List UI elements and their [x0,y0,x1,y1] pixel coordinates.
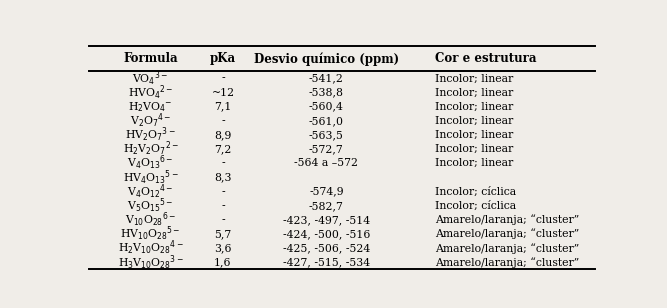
Text: Formula: Formula [123,52,178,65]
Text: Amarelo/laranja; “cluster”: Amarelo/laranja; “cluster” [435,257,579,268]
Text: V$_5$O$_{15}$$^{5-}$: V$_5$O$_{15}$$^{5-}$ [127,197,173,215]
Text: ~12: ~12 [211,87,235,98]
Text: Incolor; linear: Incolor; linear [435,73,513,83]
Text: -425, -506, -524: -425, -506, -524 [283,243,370,253]
Text: Cor e estrutura: Cor e estrutura [435,52,536,65]
Text: 1,6: 1,6 [214,257,231,267]
Text: Incolor; linear: Incolor; linear [435,116,513,126]
Text: HV$_4$O$_{13}$$^{5-}$: HV$_4$O$_{13}$$^{5-}$ [123,168,178,187]
Text: H$_2$V$_{10}$O$_{28}$$^{4-}$: H$_2$V$_{10}$O$_{28}$$^{4-}$ [117,239,183,257]
Text: Incolor; linear: Incolor; linear [435,144,513,154]
Text: -541,2: -541,2 [309,73,344,83]
Text: Amarelo/laranja; “cluster”: Amarelo/laranja; “cluster” [435,243,579,253]
Text: 3,6: 3,6 [214,243,231,253]
Text: -538,8: -538,8 [309,87,344,98]
Text: H$_2$V$_2$O$_7$$^{2-}$: H$_2$V$_2$O$_7$$^{2-}$ [123,140,179,158]
Text: Incolor; linear: Incolor; linear [435,130,513,140]
Text: Incolor; cíclica: Incolor; cíclica [435,187,516,197]
Text: -: - [221,116,225,126]
Text: 7,2: 7,2 [214,144,231,154]
Text: Amarelo/laranja; “cluster”: Amarelo/laranja; “cluster” [435,214,579,225]
Text: 8,9: 8,9 [214,130,231,140]
Text: V$_4$O$_{13}$$^{6-}$: V$_4$O$_{13}$$^{6-}$ [127,154,173,172]
Text: -561,0: -561,0 [309,116,344,126]
Text: 8,3: 8,3 [214,172,231,182]
Text: Desvio químico (ppm): Desvio químico (ppm) [253,52,399,66]
Text: -560,4: -560,4 [309,102,344,112]
Text: -427, -515, -534: -427, -515, -534 [283,257,370,267]
Text: VO$_4$$^{3-}$: VO$_4$$^{3-}$ [133,69,169,87]
Text: HV$_2$O$_7$$^{3-}$: HV$_2$O$_7$$^{3-}$ [125,126,176,144]
Text: -: - [221,201,225,211]
Text: -563,5: -563,5 [309,130,344,140]
Text: HV$_{10}$O$_{28}$$^{5-}$: HV$_{10}$O$_{28}$$^{5-}$ [120,225,181,243]
Text: 5,7: 5,7 [214,229,231,239]
Text: -582,7: -582,7 [309,201,344,211]
Text: V$_2$O$_7$$^{4-}$: V$_2$O$_7$$^{4-}$ [130,112,171,130]
Text: H$_3$V$_{10}$O$_{28}$$^{3-}$: H$_3$V$_{10}$O$_{28}$$^{3-}$ [117,253,183,272]
Text: Incolor; cíclica: Incolor; cíclica [435,201,516,211]
Text: Incolor; linear: Incolor; linear [435,102,513,112]
Text: V$_4$O$_{12}$$^{4-}$: V$_4$O$_{12}$$^{4-}$ [127,182,173,201]
Text: -424, -500, -516: -424, -500, -516 [283,229,370,239]
Text: -574,9: -574,9 [309,187,344,197]
Text: H$_2$VO$_4$$^{-}$: H$_2$VO$_4$$^{-}$ [128,100,173,114]
Text: -564 a –572: -564 a –572 [294,158,358,168]
Text: pKa: pKa [210,52,236,65]
Text: Incolor; linear: Incolor; linear [435,87,513,98]
Text: HVO$_4$$^{2-}$: HVO$_4$$^{2-}$ [128,83,173,102]
Text: -: - [221,215,225,225]
Text: 7,1: 7,1 [214,102,231,112]
Text: -: - [221,187,225,197]
Text: -: - [221,158,225,168]
Text: -423, -497, -514: -423, -497, -514 [283,215,370,225]
Text: -: - [221,73,225,83]
Text: V$_{10}$O$_{28}$$^{6-}$: V$_{10}$O$_{28}$$^{6-}$ [125,211,176,229]
Text: Incolor; linear: Incolor; linear [435,158,513,168]
Text: -572,7: -572,7 [309,144,344,154]
Text: Amarelo/laranja; “cluster”: Amarelo/laranja; “cluster” [435,229,579,239]
